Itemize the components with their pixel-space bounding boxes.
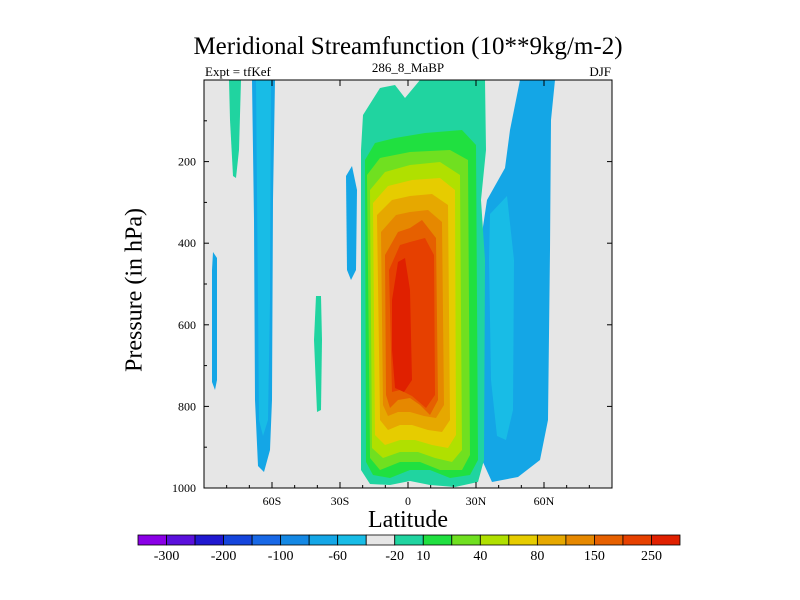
center-label: 286_8_MaBP xyxy=(372,60,444,75)
colorbar-swatch xyxy=(223,534,253,546)
colorbar-swatch xyxy=(337,534,367,546)
sh-polar-contour xyxy=(212,252,217,390)
y-tick-label: 800 xyxy=(178,399,196,413)
sh-midlat-contour-2 xyxy=(314,296,322,412)
x-axis-ticks: 60S 30S 0 30N 60N xyxy=(226,80,590,508)
colorbar-swatch xyxy=(365,534,396,546)
chart-title: Meridional Streamfunction (10**9kg/m-2) xyxy=(193,33,622,60)
colorbar-label: -100 xyxy=(268,549,294,564)
colorbar-swatch xyxy=(280,534,310,546)
nh-ferrel-inner-contour xyxy=(489,196,514,440)
colorbar-label: -60 xyxy=(328,549,347,564)
hadley-cell-core xyxy=(392,258,412,392)
x-tick-label: 30N xyxy=(466,494,487,508)
x-tick-label: 30S xyxy=(331,494,350,508)
colorbar-swatch xyxy=(394,534,424,546)
x-tick-label: 60N xyxy=(534,494,555,508)
colorbar-label: -300 xyxy=(154,549,180,564)
colorbar-label: 40 xyxy=(473,549,487,564)
colorbar-label: -200 xyxy=(211,549,237,564)
season-label: DJF xyxy=(589,64,611,79)
y-axis-label: Pressure (in hPa) xyxy=(122,208,148,372)
colorbar-swatch xyxy=(651,534,681,546)
colorbar-swatch xyxy=(508,534,538,546)
colorbar-swatch xyxy=(536,534,567,546)
colorbar-swatch xyxy=(451,534,481,546)
colorbar-label: -20 xyxy=(385,549,404,564)
y-tick-label: 1000 xyxy=(172,481,196,495)
experiment-label: Expt = tfKef xyxy=(205,64,271,79)
y-tick-label: 200 xyxy=(178,155,196,169)
x-tick-label: 60S xyxy=(263,494,282,508)
colorbar-swatch xyxy=(137,534,167,546)
y-tick-label: 600 xyxy=(178,318,196,332)
colorbar-label: 80 xyxy=(530,549,544,564)
colorbar-swatch xyxy=(194,534,224,546)
colorbar-swatch xyxy=(166,534,196,546)
sh-ferrel-inner-contour xyxy=(256,80,271,436)
colorbar-swatch xyxy=(422,534,453,546)
contour-field xyxy=(212,80,555,487)
colorbar-label: 250 xyxy=(641,549,662,564)
colorbar-swatch xyxy=(308,534,339,546)
colorbar-swatch xyxy=(251,534,282,546)
colorbar-swatch xyxy=(622,534,652,546)
colorbar-swatch xyxy=(594,534,624,546)
colorbar-swatch xyxy=(479,534,510,546)
y-axis-ticks: 200 400 600 800 1000 xyxy=(172,120,612,495)
y-tick-label: 400 xyxy=(178,236,196,250)
x-tick-label: 0 xyxy=(405,494,411,508)
colorbar: -300 -200 -100 -60 -20 10 40 80 150 250 xyxy=(137,534,681,564)
sh-high-lat-contour xyxy=(229,80,241,178)
colorbar-label: 10 xyxy=(416,549,430,564)
colorbar-label: 150 xyxy=(584,549,605,564)
x-axis-label: Latitude xyxy=(368,507,448,533)
sh-midlat-contour-1 xyxy=(346,166,357,280)
colorbar-swatch xyxy=(565,534,595,546)
